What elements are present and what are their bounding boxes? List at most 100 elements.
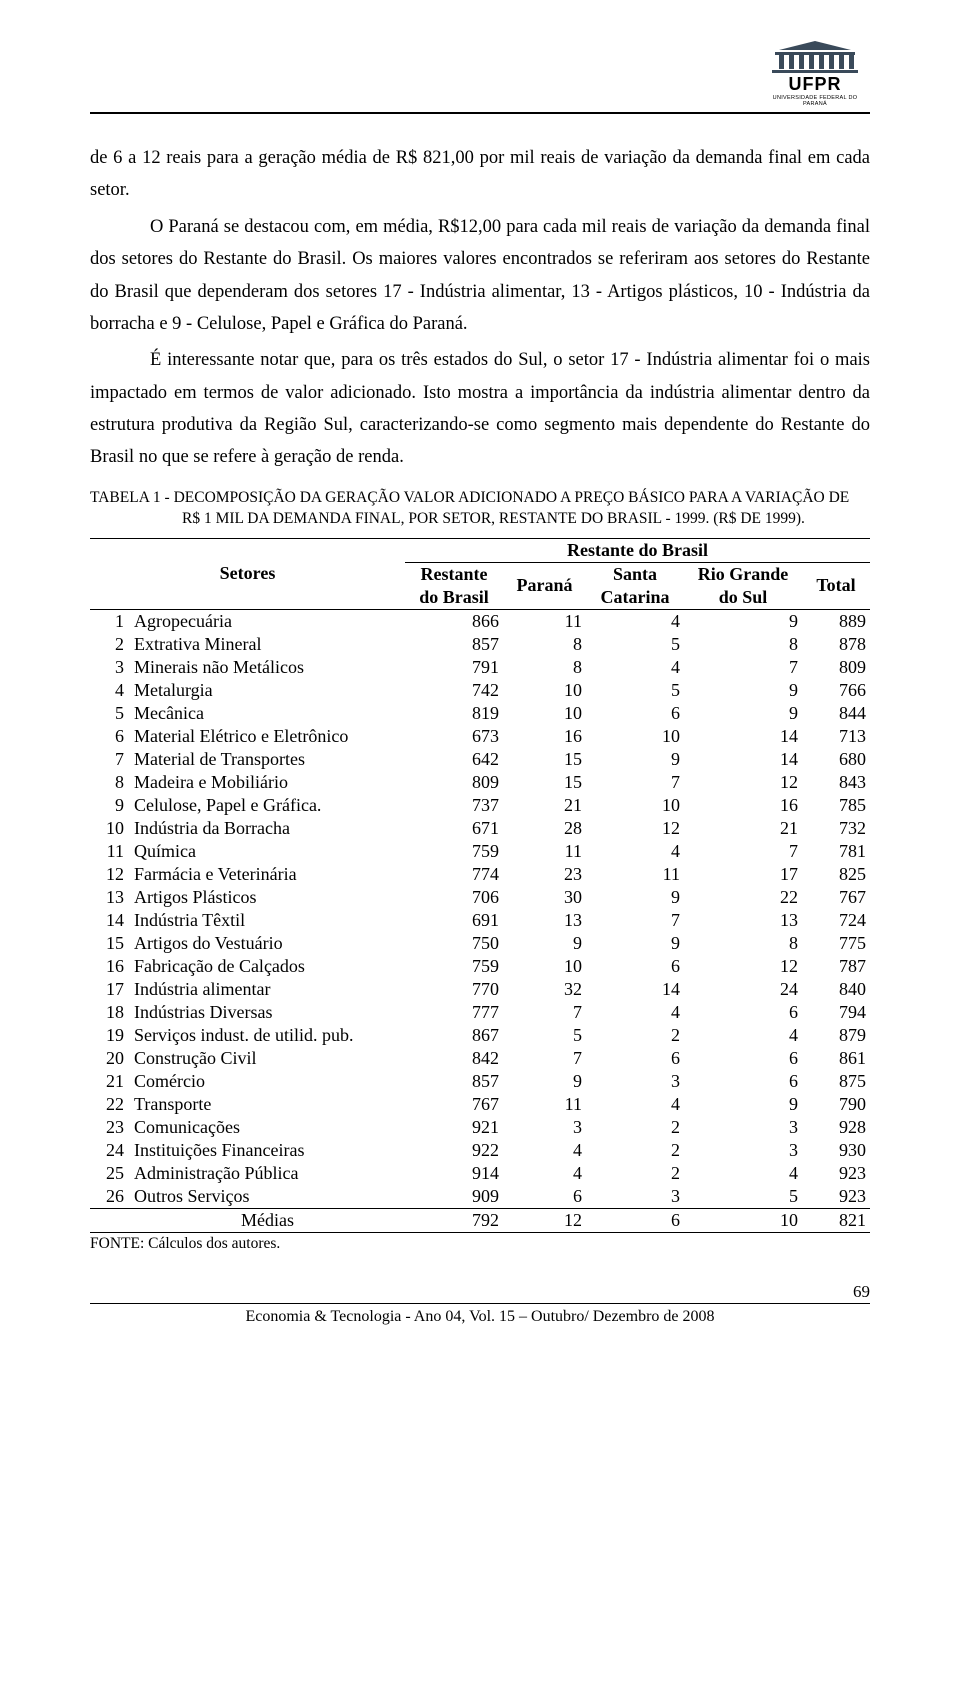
row-value: 7 [586, 771, 684, 794]
row-value: 6 [684, 1047, 802, 1070]
page-number: 69 [853, 1282, 870, 1302]
row-value: 923 [802, 1162, 870, 1185]
row-name: Madeira e Mobiliário [130, 771, 405, 794]
row-name: Indústrias Diversas [130, 1001, 405, 1024]
row-value: 809 [802, 656, 870, 679]
table-row: 17Indústria alimentar770321424840 [90, 978, 870, 1001]
row-value: 879 [802, 1024, 870, 1047]
table-row: 6Material Elétrico e Eletrônico673161014… [90, 725, 870, 748]
table-row: 22Transporte7671149790 [90, 1093, 870, 1116]
table-row: 3Minerais não Metálicos791847809 [90, 656, 870, 679]
row-value: 713 [802, 725, 870, 748]
table-row: 7Material de Transportes64215914680 [90, 748, 870, 771]
row-value: 866 [405, 609, 503, 633]
row-index: 19 [90, 1024, 130, 1047]
table-row: 23Comunicações921323928 [90, 1116, 870, 1139]
row-value: 14 [586, 978, 684, 1001]
row-name: Material de Transportes [130, 748, 405, 771]
table-row: 8Madeira e Mobiliário80915712843 [90, 771, 870, 794]
row-value: 5 [586, 679, 684, 702]
row-value: 914 [405, 1162, 503, 1185]
row-value: 922 [405, 1139, 503, 1162]
row-value: 16 [503, 725, 586, 748]
col-rio-b: do Sul [684, 586, 802, 610]
row-name: Instituições Financeiras [130, 1139, 405, 1162]
row-value: 22 [684, 886, 802, 909]
row-value: 24 [684, 978, 802, 1001]
row-value: 4 [586, 609, 684, 633]
data-table: Setores Restante do Brasil Restante Para… [90, 538, 870, 1233]
row-value: 6 [586, 702, 684, 725]
row-value: 921 [405, 1116, 503, 1139]
row-value: 794 [802, 1001, 870, 1024]
col-parana: Paraná [503, 562, 586, 609]
row-value: 4 [586, 1093, 684, 1116]
row-value: 5 [684, 1185, 802, 1209]
ufpr-logo: UFPR UNIVERSIDADE FEDERAL DO PARANÁ [760, 40, 870, 98]
row-value: 32 [503, 978, 586, 1001]
row-value: 7 [503, 1047, 586, 1070]
row-value: 844 [802, 702, 870, 725]
row-index: 8 [90, 771, 130, 794]
row-value: 6 [684, 1001, 802, 1024]
table-row: 13Artigos Plásticos70630922767 [90, 886, 870, 909]
col-rio-a: Rio Grande [684, 562, 802, 586]
row-value: 7 [684, 656, 802, 679]
row-value: 742 [405, 679, 503, 702]
row-index: 10 [90, 817, 130, 840]
row-value: 774 [405, 863, 503, 886]
row-value: 7 [586, 909, 684, 932]
row-value: 4 [684, 1162, 802, 1185]
row-value: 766 [802, 679, 870, 702]
footer: 69 Economia & Tecnologia - Ano 04, Vol. … [90, 1303, 870, 1326]
row-name: Química [130, 840, 405, 863]
row-value: 867 [405, 1024, 503, 1047]
row-value: 775 [802, 932, 870, 955]
row-value: 724 [802, 909, 870, 932]
row-index: 21 [90, 1070, 130, 1093]
row-name: Indústria Têxtil [130, 909, 405, 932]
row-value: 9 [503, 1070, 586, 1093]
table-row-medias: Médias79212610821 [90, 1208, 870, 1232]
row-value: 930 [802, 1139, 870, 1162]
row-value: 909 [405, 1185, 503, 1209]
row-value: 9 [684, 609, 802, 633]
row-value: 5 [586, 633, 684, 656]
row-index: 2 [90, 633, 130, 656]
row-value: 737 [405, 794, 503, 817]
row-value: 12 [684, 771, 802, 794]
row-value: 6 [586, 1047, 684, 1070]
medias-value: 10 [684, 1208, 802, 1232]
row-name: Mecânica [130, 702, 405, 725]
row-index: 7 [90, 748, 130, 771]
col-santa-b: Catarina [586, 586, 684, 610]
row-value: 9 [684, 702, 802, 725]
row-value: 785 [802, 794, 870, 817]
col-setores: Setores [90, 538, 405, 609]
row-index: 14 [90, 909, 130, 932]
header: UFPR UNIVERSIDADE FEDERAL DO PARANÁ [90, 40, 870, 114]
row-value: 30 [503, 886, 586, 909]
row-value: 4 [586, 840, 684, 863]
row-value: 840 [802, 978, 870, 1001]
row-value: 2 [586, 1116, 684, 1139]
row-value: 4 [586, 656, 684, 679]
row-value: 767 [802, 886, 870, 909]
row-index: 1 [90, 609, 130, 633]
row-value: 8 [503, 656, 586, 679]
row-value: 16 [684, 794, 802, 817]
row-value: 767 [405, 1093, 503, 1116]
row-value: 9 [684, 679, 802, 702]
table-row: 20Construção Civil842766861 [90, 1047, 870, 1070]
table-row: 2Extrativa Mineral857858878 [90, 633, 870, 656]
table-row: 16Fabricação de Calçados75910612787 [90, 955, 870, 978]
row-value: 28 [503, 817, 586, 840]
row-name: Fabricação de Calçados [130, 955, 405, 978]
row-value: 9 [586, 748, 684, 771]
row-value: 8 [684, 932, 802, 955]
row-value: 7 [503, 1001, 586, 1024]
row-name: Metalurgia [130, 679, 405, 702]
row-value: 642 [405, 748, 503, 771]
row-index: 23 [90, 1116, 130, 1139]
row-name: Administração Pública [130, 1162, 405, 1185]
